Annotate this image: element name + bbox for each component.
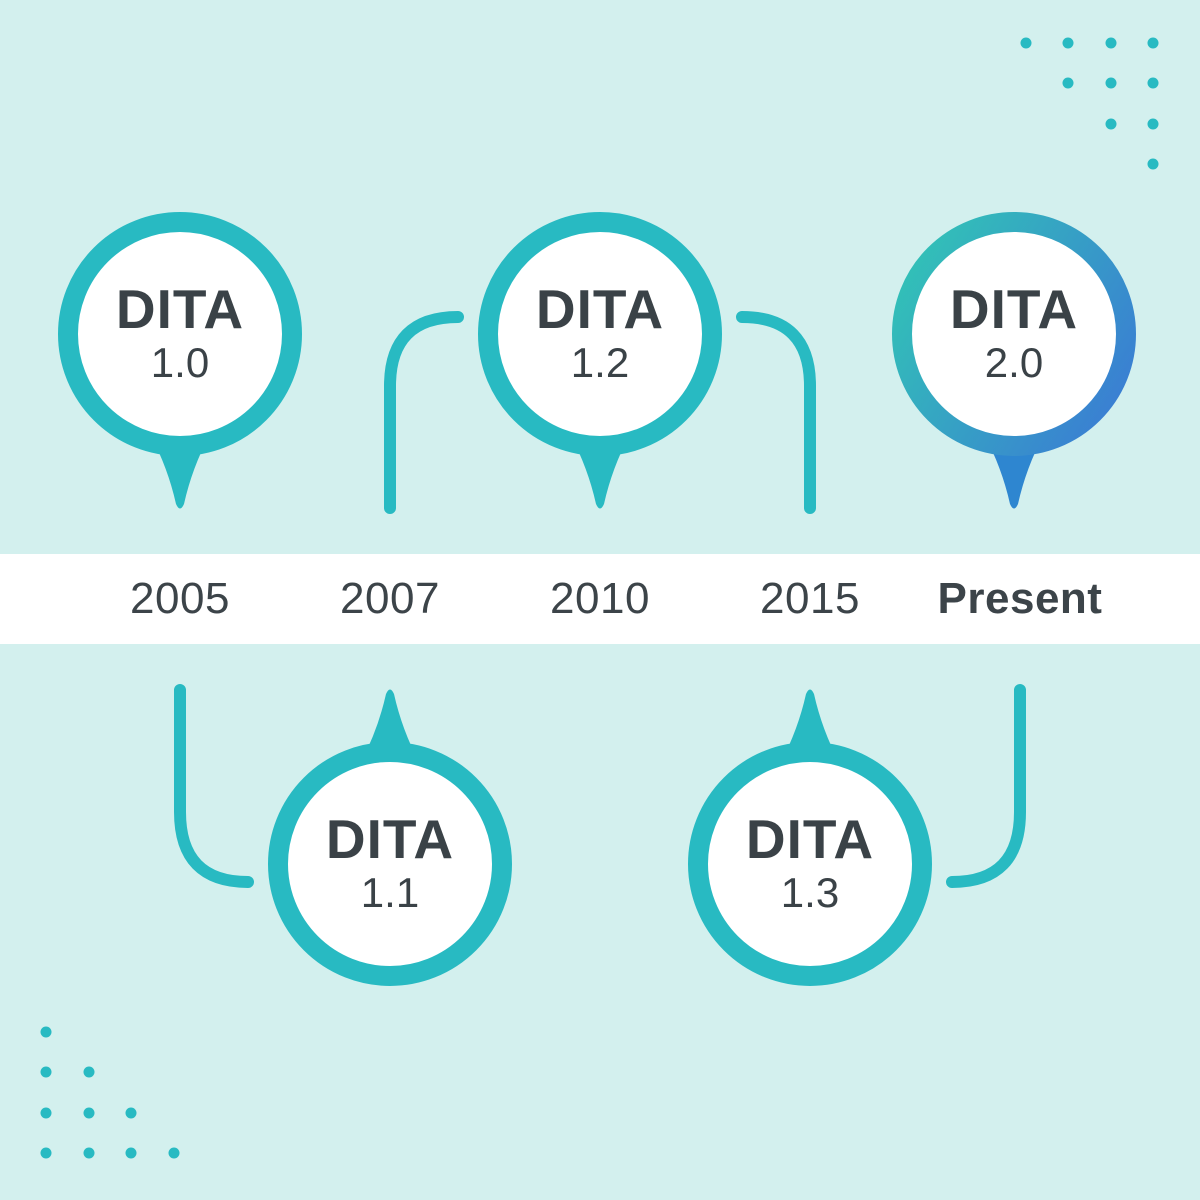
bubble-product-name: DITA [115,278,245,340]
bubble-shape [478,212,722,509]
bubble-label: DITA 1.1 [326,810,454,918]
bubble-label: DITA 1.3 [746,810,874,918]
top-right-dot [1105,77,1117,89]
bubble-ring [478,212,722,456]
connector-2005-down [174,684,254,888]
bottom-left-dot [83,1107,94,1119]
bubble-product-name: DITA [325,808,455,870]
bottom-left-dot [83,1147,94,1159]
top-right-dot [1062,77,1074,89]
timeline-label-present: Present [937,574,1103,623]
bubble-label: DITA 1.2 [536,280,664,388]
bubble-ring [268,742,512,986]
bottom-left-dot [40,1026,52,1038]
timeline-label-2010: 2010 [550,574,650,623]
bubble-shape [268,689,512,986]
bubble-ring [58,212,302,456]
bubble-ring [688,742,932,986]
bottom-left-dot [125,1147,137,1159]
bubble-shape [688,689,932,986]
timeline-label-2015: 2015 [760,574,860,623]
top-right-dot [1105,118,1117,130]
bubble-shape [58,212,302,509]
version-bubble-1-1: DITA 1.1 [260,684,520,994]
bubble-product-name: DITA [535,278,665,340]
bubble-product-name: DITA [745,808,875,870]
top-right-dot [1020,37,1032,49]
bubble-label: DITA 2.0 [950,280,1078,388]
top-right-dot [1147,118,1159,130]
bottom-left-dot [40,1147,52,1159]
bubble-label: DITA 1.0 [116,280,244,388]
top-right-dot [1062,37,1074,49]
bottom-left-dot [125,1107,137,1119]
timeline-label-2007: 2007 [340,574,440,623]
top-right-dot [1147,158,1159,170]
version-bubble-1-0: DITA 1.0 [50,204,310,514]
bottom-left-dot [40,1107,52,1119]
version-bubble-1-3: DITA 1.3 [680,684,940,994]
timeline-label-2005: 2005 [130,574,230,623]
bubble-version-number: 2.0 [984,339,1044,386]
timeline-band [0,554,1200,644]
bubble-version-number: 1.2 [570,339,630,386]
bubble-version-number: 1.3 [780,869,840,916]
bottom-left-dot [83,1066,94,1078]
bubble-ring [892,212,1136,456]
bubble-version-number: 1.1 [360,869,420,916]
top-right-dot [1147,77,1159,89]
version-bubble-1-2: DITA 1.2 [470,204,730,514]
connector-2015-up [736,311,816,514]
bubble-product-name: DITA [949,278,1079,340]
top-right-dot [1105,37,1117,49]
bubble-version-number: 1.0 [150,339,210,386]
bubble-shape [892,212,1136,509]
version-bubble-2-0: DITA 2.0 [884,204,1144,514]
bottom-left-dot [168,1147,179,1159]
connector-2007-up [384,311,464,514]
bottom-left-dot [40,1066,52,1078]
connector-present-down [946,684,1026,888]
top-right-dot [1147,37,1159,49]
